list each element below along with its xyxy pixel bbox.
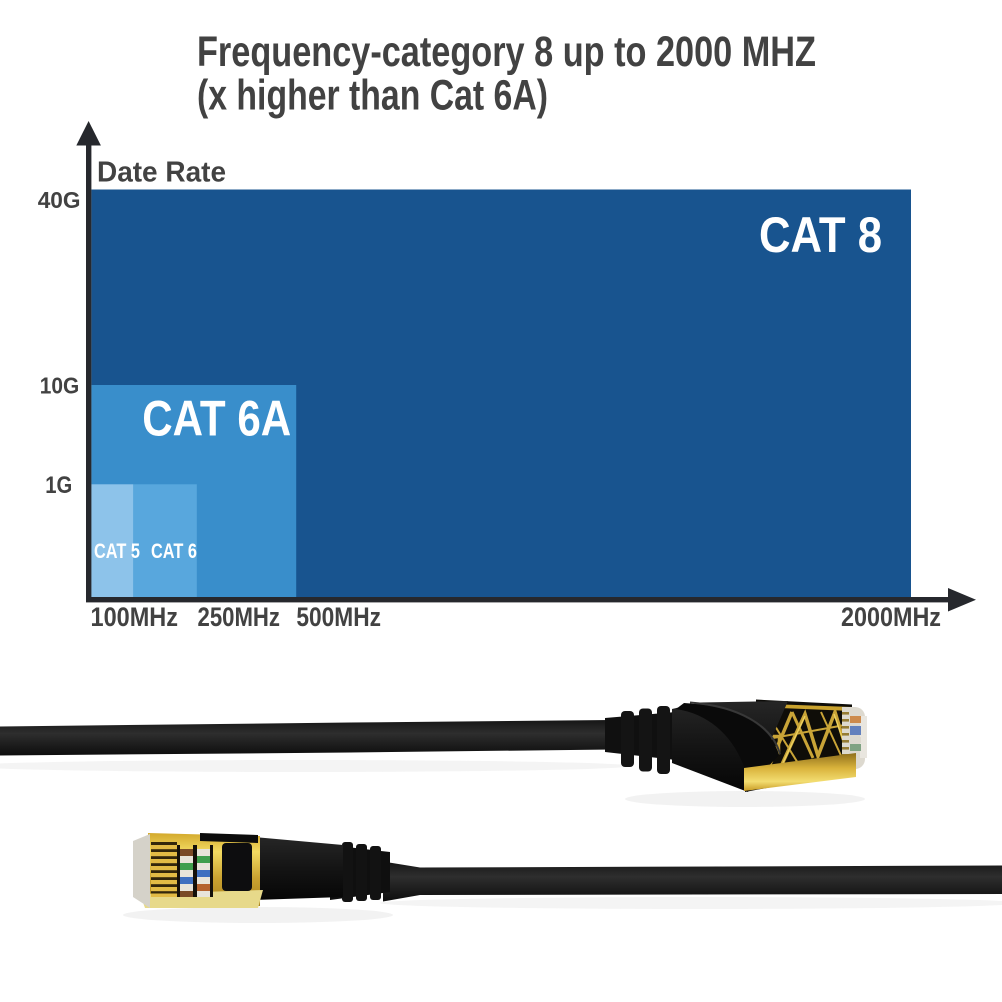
svg-text:CAT 6A: CAT 6A	[142, 390, 291, 447]
svg-text:1G: 1G	[45, 472, 72, 499]
svg-text:500MHz: 500MHz	[296, 602, 381, 632]
svg-text:10G: 10G	[40, 372, 80, 398]
svg-text:2000MHz: 2000MHz	[841, 602, 941, 632]
svg-text:250MHz: 250MHz	[198, 602, 281, 632]
svg-text:CAT 6: CAT 6	[151, 540, 197, 563]
svg-text:100MHz: 100MHz	[91, 602, 179, 632]
svg-text:CAT 5: CAT 5	[94, 540, 140, 563]
svg-text:Date Rate: Date Rate	[97, 157, 226, 189]
svg-text:CAT 8: CAT 8	[759, 206, 882, 263]
svg-text:(x higher than Cat 6A): (x higher than Cat 6A)	[197, 73, 548, 120]
svg-text:Frequency-category 8 up to 200: Frequency-category 8 up to 2000 MHZ	[197, 29, 816, 76]
svg-text:40G: 40G	[38, 187, 81, 213]
